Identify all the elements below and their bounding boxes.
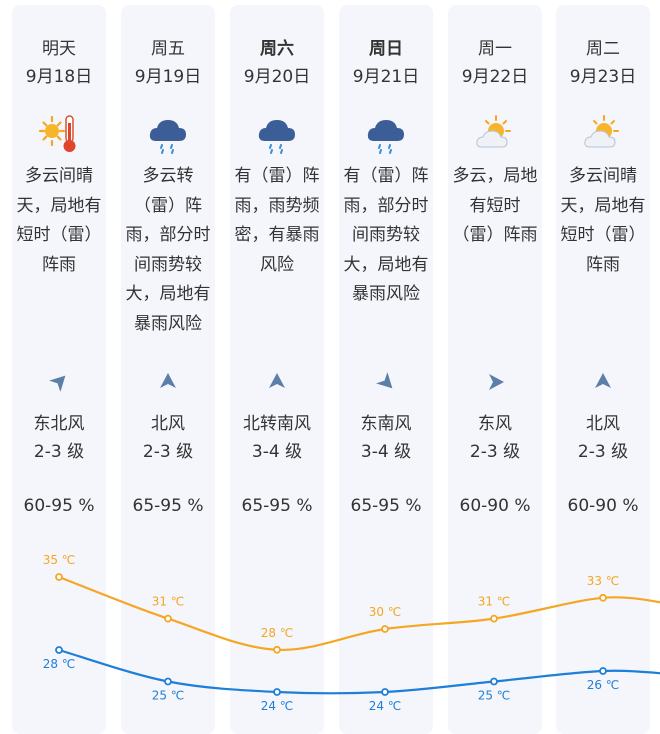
forecast-day-column[interactable]: 明天 9月18日 多云间晴 天，局地有 短时（雷） 阵雨 东北风 2-3 级 6…: [12, 5, 106, 734]
wind-direction-icon: [48, 371, 70, 393]
humidity-label: 65-95 %: [350, 496, 422, 516]
forecast-day-column[interactable]: 周五 9月19日 多云转 （雷）阵 雨，部分时 间雨势较 大，局地有 暴雨风险 …: [121, 5, 215, 734]
wind-direction-label: 东风: [478, 414, 512, 434]
day-label: 周六: [260, 39, 294, 59]
weather-description: 多云，局地 有短时 （雷）阵雨: [452, 166, 538, 245]
wind-level-label: 2-3 级: [33, 442, 85, 462]
rain-cloud-icon: [256, 113, 298, 155]
wind-level-label: 2-3 级: [577, 442, 629, 462]
date-label: 9月23日: [569, 67, 637, 87]
wind-direction-label: 东南风: [360, 414, 412, 434]
weather-description: 有（雷）阵 雨，雨势频 密，有暴雨 风险: [234, 166, 320, 275]
day-label: 周一: [478, 39, 512, 59]
wind-direction-label: 东北风: [33, 414, 85, 434]
weather-description: 多云间晴 天，局地有 短时（雷） 阵雨: [16, 166, 102, 275]
wind-direction-label: 北转南风: [243, 414, 311, 434]
humidity-label: 65-95 %: [132, 496, 204, 516]
wind-direction-icon: [592, 371, 614, 393]
wind-direction-icon: [157, 371, 179, 393]
wind-direction-icon: [266, 371, 288, 393]
wind-direction-icon: [375, 371, 397, 393]
sun-thermometer-icon: [38, 113, 80, 155]
wind-direction-label: 北风: [151, 414, 185, 434]
wind-level-label: 3-4 级: [360, 442, 412, 462]
wind-level-label: 3-4 级: [251, 442, 303, 462]
forecast-day-column[interactable]: 周六 9月20日 有（雷）阵 雨，雨势频 密，有暴雨 风险 北转南风 3-4 级…: [230, 5, 324, 734]
date-label: 9月18日: [25, 67, 93, 87]
weather-description: 多云转 （雷）阵 雨，部分时 间雨势较 大，局地有 暴雨风险: [125, 166, 211, 334]
rain-cloud-icon: [365, 113, 407, 155]
humidity-label: 65-95 %: [241, 496, 313, 516]
day-label: 周五: [151, 39, 185, 59]
day-label: 周二: [586, 39, 620, 59]
day-label: 周日: [369, 39, 403, 59]
wind-direction-icon: [484, 371, 506, 393]
wind-level-label: 2-3 级: [142, 442, 194, 462]
wind-direction-label: 北风: [586, 414, 620, 434]
sun-cloud-icon: [474, 113, 516, 155]
forecast-day-column[interactable]: 周二 9月23日 多云间晴 天，局地有 短时（雷） 阵雨 北风 2-3 级 60…: [556, 5, 650, 734]
humidity-label: 60-90 %: [459, 496, 531, 516]
sun-cloud-icon: [582, 113, 624, 155]
humidity-label: 60-90 %: [567, 496, 639, 516]
date-label: 9月22日: [461, 67, 529, 87]
humidity-label: 60-95 %: [23, 496, 95, 516]
day-label: 明天: [42, 39, 76, 59]
date-label: 9月21日: [352, 67, 420, 87]
forecast-day-column[interactable]: 周一 9月22日 多云，局地 有短时 （雷）阵雨 东风 2-3 级 60-90 …: [448, 5, 542, 734]
weather-description: 多云间晴 天，局地有 短时（雷） 阵雨: [560, 166, 646, 275]
date-label: 9月20日: [243, 67, 311, 87]
date-label: 9月19日: [134, 67, 202, 87]
weather-description: 有（雷）阵 雨，部分时 间雨势较 大，局地有 暴雨风险: [343, 166, 429, 304]
rain-cloud-icon: [147, 113, 189, 155]
wind-level-label: 2-3 级: [469, 442, 521, 462]
forecast-day-column[interactable]: 周日 9月21日 有（雷）阵 雨，部分时 间雨势较 大，局地有 暴雨风险 东南风…: [339, 5, 433, 734]
